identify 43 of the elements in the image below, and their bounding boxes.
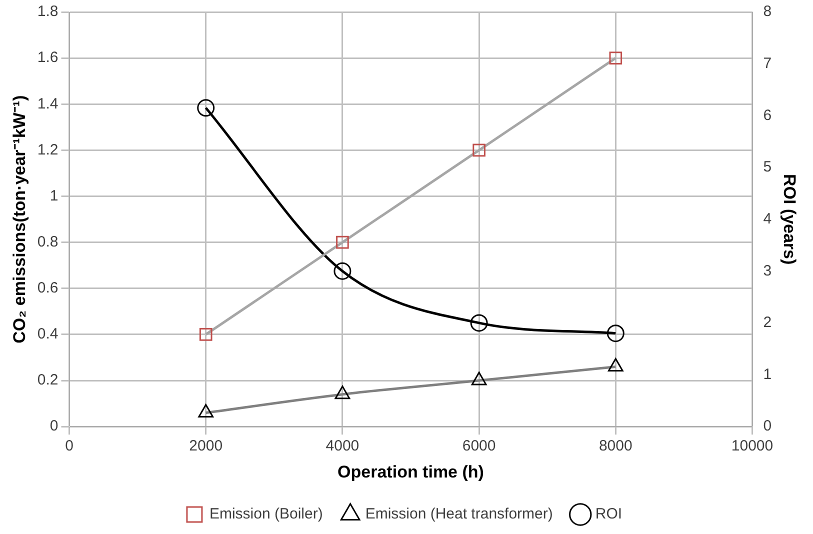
point bbox=[606, 324, 624, 342]
y-axis-title: CO₂ emissions(ton·year⁻¹kW⁻¹) bbox=[10, 95, 29, 344]
y2-tick-label: 3 bbox=[763, 262, 772, 280]
point bbox=[197, 99, 215, 117]
point bbox=[334, 262, 352, 280]
y-tick-label: 0.8 bbox=[37, 233, 58, 250]
x-tick-label: 0 bbox=[65, 438, 74, 455]
y2-tick-label: 0 bbox=[763, 418, 772, 435]
y2-axis-title: ROI (years) bbox=[780, 174, 800, 265]
point bbox=[608, 358, 624, 372]
x-tick-label: 10000 bbox=[731, 438, 774, 455]
y2-tick-label: 7 bbox=[763, 54, 772, 72]
point bbox=[609, 52, 622, 64]
x-tick-label: 4000 bbox=[326, 438, 360, 455]
y-tick-label: 0.4 bbox=[37, 326, 58, 343]
y2-tick-label: 5 bbox=[763, 158, 772, 176]
point bbox=[470, 314, 488, 332]
legend-label: Emission (Heat transformer) bbox=[365, 506, 553, 523]
point bbox=[334, 386, 350, 400]
point bbox=[199, 328, 212, 341]
y-tick-label: 0 bbox=[50, 418, 58, 435]
x-tick-label: 6000 bbox=[462, 438, 496, 455]
y-tick-label: 0.6 bbox=[37, 280, 58, 297]
point bbox=[198, 404, 214, 418]
x-tick-label: 2000 bbox=[189, 438, 223, 455]
y-tick-label: 1.8 bbox=[37, 3, 58, 20]
y-tick-label: 0.2 bbox=[37, 372, 58, 389]
y2-tick-label: 2 bbox=[763, 314, 772, 332]
y-tick-label: 1.4 bbox=[37, 95, 58, 112]
x-axis-title: Operation time (h) bbox=[338, 462, 484, 482]
y-tick-label: 1 bbox=[50, 187, 58, 204]
x-tick-label: 8000 bbox=[598, 438, 632, 455]
point bbox=[472, 144, 486, 157]
y2-tick-label: 8 bbox=[763, 3, 772, 20]
point bbox=[336, 236, 349, 249]
legend-label: Emission (Boiler) bbox=[209, 506, 323, 523]
y2-tick-label: 6 bbox=[763, 106, 772, 124]
y-tick-label: 1.6 bbox=[37, 49, 58, 66]
point bbox=[471, 372, 487, 386]
y2-tick-label: 4 bbox=[763, 210, 772, 228]
y2-tick-label: 1 bbox=[763, 366, 772, 383]
legend-label: ROI bbox=[595, 506, 622, 523]
y-tick-label: 1.2 bbox=[37, 141, 58, 158]
